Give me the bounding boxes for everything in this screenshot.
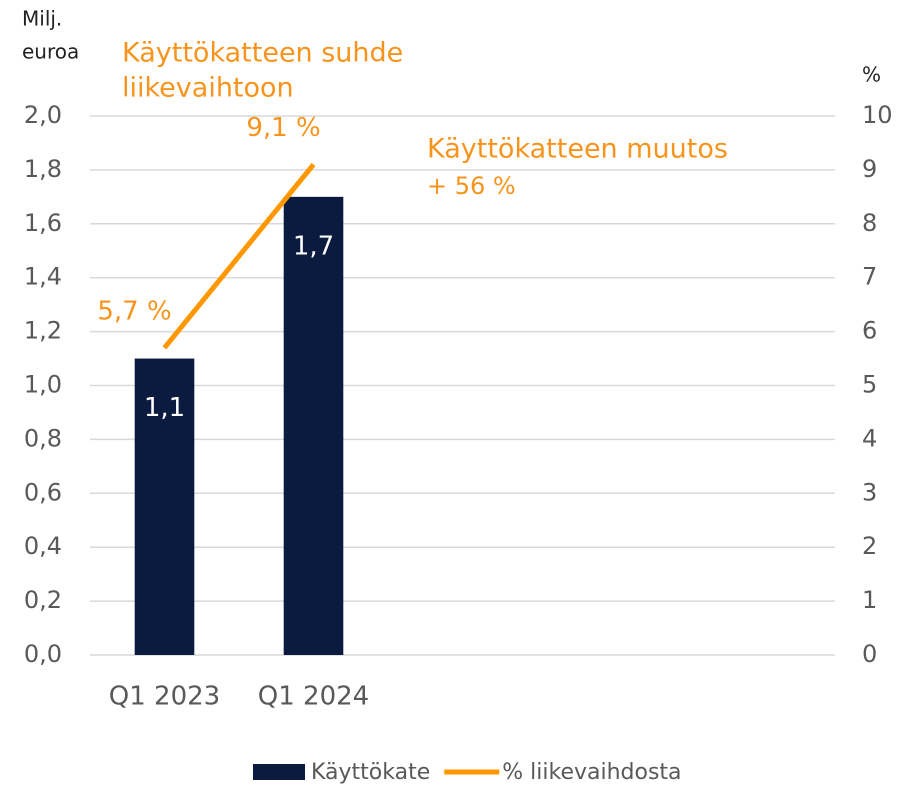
y2-tick-label: 9 bbox=[862, 155, 877, 183]
legend-label: % liikevaihdosta bbox=[502, 760, 681, 785]
y2-tick-label: 10 bbox=[862, 101, 893, 129]
line bbox=[162, 162, 316, 350]
y-tick-label: 1,4 bbox=[24, 263, 62, 291]
legend-label: Käyttökate bbox=[311, 760, 430, 785]
y2-tick-label: 3 bbox=[862, 478, 877, 506]
y-tick-label: 1,0 bbox=[24, 371, 62, 399]
y2-tick-label: 0 bbox=[862, 640, 877, 668]
y-tick-label: 1,8 bbox=[24, 155, 62, 183]
y-axis-label: Milj. bbox=[22, 7, 62, 31]
data-label: 5,7 % bbox=[97, 296, 171, 326]
annotation: liikevaihtoon bbox=[122, 73, 294, 104]
y-tick-label: 0,6 bbox=[24, 478, 62, 506]
y-tick-label: 2,0 bbox=[24, 101, 62, 129]
y2-tick-label: 4 bbox=[862, 424, 877, 452]
bar bbox=[283, 196, 344, 655]
x-tick-label: Q1 2024 bbox=[258, 682, 369, 712]
y2-tick-label: 5 bbox=[862, 371, 877, 399]
y-tick-label: 0,8 bbox=[24, 424, 62, 452]
y-axis-label: euroa bbox=[22, 40, 79, 64]
y2-tick-label: 7 bbox=[862, 263, 877, 291]
y-tick-label: 0,2 bbox=[24, 586, 62, 614]
y2-tick-label: 1 bbox=[862, 586, 877, 614]
y2-axis-label: % bbox=[862, 63, 881, 87]
bar bbox=[134, 358, 195, 655]
y-tick-label: 1,6 bbox=[24, 209, 62, 237]
y2-tick-label: 8 bbox=[862, 209, 877, 237]
annotation: + 56 % bbox=[427, 172, 516, 200]
annotation: Käyttökatteen muutos bbox=[427, 134, 728, 165]
y2-tick-label: 6 bbox=[862, 317, 877, 345]
data-label: 1,1 bbox=[144, 393, 185, 423]
y-tick-label: 0,0 bbox=[24, 640, 62, 668]
x-tick-label: Q1 2023 bbox=[109, 682, 220, 712]
data-label: 9,1 % bbox=[246, 113, 320, 143]
y-tick-label: 0,4 bbox=[24, 532, 62, 560]
y2-tick-label: 2 bbox=[862, 532, 877, 560]
data-label: 1,7 bbox=[293, 231, 334, 261]
legend-swatch bbox=[253, 764, 305, 780]
annotation: Käyttökatteen suhde bbox=[122, 38, 403, 69]
y-tick-label: 1,2 bbox=[24, 317, 62, 345]
